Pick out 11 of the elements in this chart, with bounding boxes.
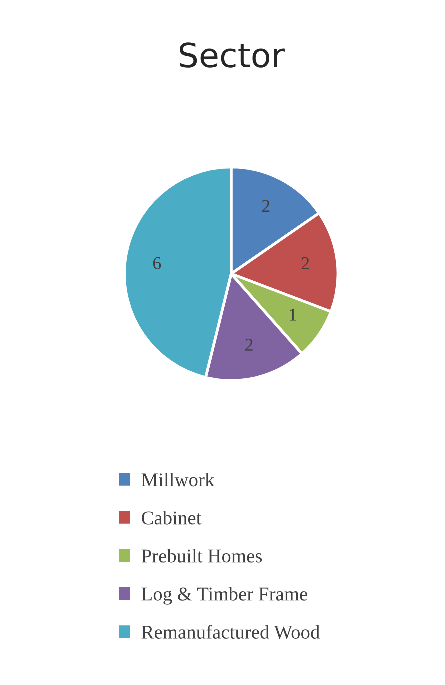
legend-label: Remanufactured Wood (142, 625, 320, 640)
data-label: 6 (153, 257, 162, 270)
data-label: 2 (302, 257, 310, 270)
chart-title: Sector (180, 42, 285, 68)
data-label: 2 (246, 338, 253, 351)
legend-label: Prebuilt Homes (142, 549, 262, 563)
data-label: 1 (290, 308, 296, 321)
data-label: 2 (262, 200, 270, 212)
legend-label: Millwork (142, 473, 215, 487)
legend-label: Log & Timber Frame (142, 587, 308, 605)
legend-label: Cabinet (142, 511, 202, 525)
